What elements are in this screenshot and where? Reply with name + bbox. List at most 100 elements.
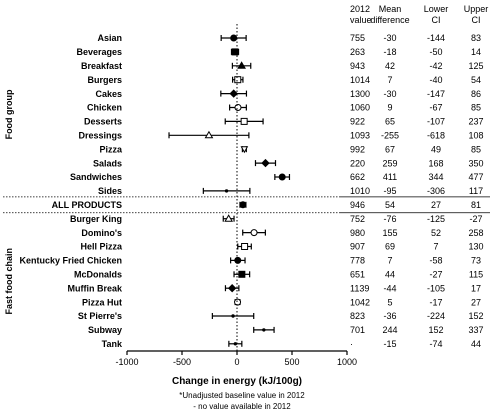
baseline-value: 823 <box>350 311 365 321</box>
marker-small-dot <box>233 342 238 346</box>
row-cakes: Cakes 1300 -30 -147 86 <box>95 89 481 99</box>
baseline-value: 1010 <box>350 186 370 196</box>
lower-ci: -144 <box>427 33 445 43</box>
row-label: Domino's <box>81 228 122 238</box>
row-label: Tank <box>102 339 123 349</box>
marker-filled-circle <box>278 173 286 181</box>
row-label: Pizza <box>99 144 123 154</box>
header-upper-0: Upper <box>464 4 489 14</box>
lower-ci: -125 <box>427 214 445 224</box>
baseline-value: 651 <box>350 270 365 280</box>
upper-ci: 117 <box>469 186 483 196</box>
upper-ci: 152 <box>468 311 483 321</box>
row-label: Muffin Break <box>67 283 123 293</box>
marker-filled-circle <box>239 201 247 209</box>
upper-ci: 44 <box>471 339 481 349</box>
mean-difference: -15 <box>383 339 396 349</box>
mean-difference: 5 <box>387 297 392 307</box>
lower-ci: -306 <box>427 186 445 196</box>
baseline-value: 1139 <box>350 283 369 293</box>
marker-open-circle <box>234 104 242 111</box>
baseline-value: 1300 <box>350 89 370 99</box>
row-st-pierre-s: St Pierre's 823 -36 -224 152 <box>78 311 484 321</box>
baseline-value: 778 <box>350 256 365 266</box>
row-label: Burger King <box>70 214 122 224</box>
mean-difference: 42 <box>385 61 395 71</box>
baseline-value: 1093 <box>350 131 370 141</box>
row-label: Dressings <box>78 131 122 141</box>
group-label-chain: Fast food chain <box>4 248 14 315</box>
upper-ci: 130 <box>468 242 483 252</box>
row-dressings: Dressings 1093 -255 -618 108 <box>78 131 483 141</box>
row-tank: Tank · -15 -74 44 <box>102 339 481 349</box>
group-label-food: Food group <box>4 89 14 139</box>
mean-difference: -76 <box>383 214 396 224</box>
mean-difference: 155 <box>382 228 397 238</box>
header-upper-1: CI <box>472 15 481 25</box>
lower-ci: -618 <box>427 131 445 141</box>
row-salads: Salads 220 259 168 350 <box>93 158 484 168</box>
marker-filled-diamond <box>261 158 270 168</box>
marker-filled-diamond <box>229 89 238 98</box>
mean-difference: 44 <box>385 270 395 280</box>
row-mcdonalds: McDonalds 651 44 -27 115 <box>74 270 483 280</box>
lower-ci: -50 <box>429 47 442 57</box>
row-label: Salads <box>93 158 122 168</box>
row-asian: Asian 755 -30 -144 83 <box>97 33 481 43</box>
footnote-1: - no value available in 2012 <box>193 402 291 411</box>
baseline-value: 1042 <box>350 297 370 307</box>
marker-filled-triangle <box>237 61 246 69</box>
baseline-value: 263 <box>350 47 365 57</box>
upper-ci: 125 <box>468 61 483 71</box>
lower-ci: -42 <box>429 61 442 71</box>
row-subway: Subway 701 244 152 337 <box>88 325 484 335</box>
upper-ci: 108 <box>468 131 483 141</box>
row-beverages: Beverages 263 -18 -50 14 <box>76 47 481 57</box>
mean-difference: 7 <box>387 75 392 85</box>
upper-ci: 54 <box>471 75 481 85</box>
mean-difference: -30 <box>383 33 396 43</box>
row-label: Burgers <box>87 75 122 85</box>
lower-ci: -224 <box>427 311 445 321</box>
row-sandwiches: Sandwiches 662 411 344 477 <box>70 172 484 182</box>
upper-ci: 350 <box>468 158 483 168</box>
baseline-value: · <box>350 339 353 349</box>
lower-ci: -67 <box>429 103 442 113</box>
baseline-value: 701 <box>350 325 365 335</box>
mean-difference: 69 <box>385 242 395 252</box>
mean-difference: -36 <box>383 311 396 321</box>
marker-filled-circle <box>234 256 242 264</box>
marker-filled-square <box>231 48 239 56</box>
row-label: Sides <box>98 186 122 196</box>
lower-ci: -74 <box>429 339 442 349</box>
marker-small-dot <box>231 314 235 318</box>
marker-open-circle <box>250 229 258 237</box>
group-labels: Food group Fast food chain <box>4 89 14 315</box>
row-label: Subway <box>88 325 122 335</box>
baseline-value: 1060 <box>350 103 370 113</box>
lower-ci: 27 <box>431 200 441 210</box>
row-label: Beverages <box>76 47 122 57</box>
x-tick-label: 500 <box>284 357 299 367</box>
baseline-value: 755 <box>350 33 365 43</box>
mean-difference: 411 <box>383 172 397 182</box>
upper-ci: 115 <box>469 270 483 280</box>
baseline-value: 220 <box>350 158 365 168</box>
header-mean-1: difference <box>370 15 409 25</box>
mean-difference: -30 <box>383 89 396 99</box>
row-label: Pizza Hut <box>82 297 122 307</box>
lower-ci: 344 <box>428 172 443 182</box>
row-label: Asian <box>97 33 122 43</box>
header-baseline-0: 2012 <box>350 4 370 14</box>
upper-ci: -27 <box>469 214 482 224</box>
row-label: ALL PRODUCTS <box>52 200 122 210</box>
footnotes: *Unadjusted baseline value in 2012 - no v… <box>179 391 305 411</box>
baseline-value: 1014 <box>350 75 370 85</box>
baseline-value: 946 <box>350 200 365 210</box>
lower-ci: -58 <box>429 256 442 266</box>
upper-ci: 337 <box>468 325 483 335</box>
lower-ci: 52 <box>431 228 441 238</box>
row-pizza: Pizza 992 67 49 85 <box>99 144 481 154</box>
marker-open-square <box>241 243 249 250</box>
